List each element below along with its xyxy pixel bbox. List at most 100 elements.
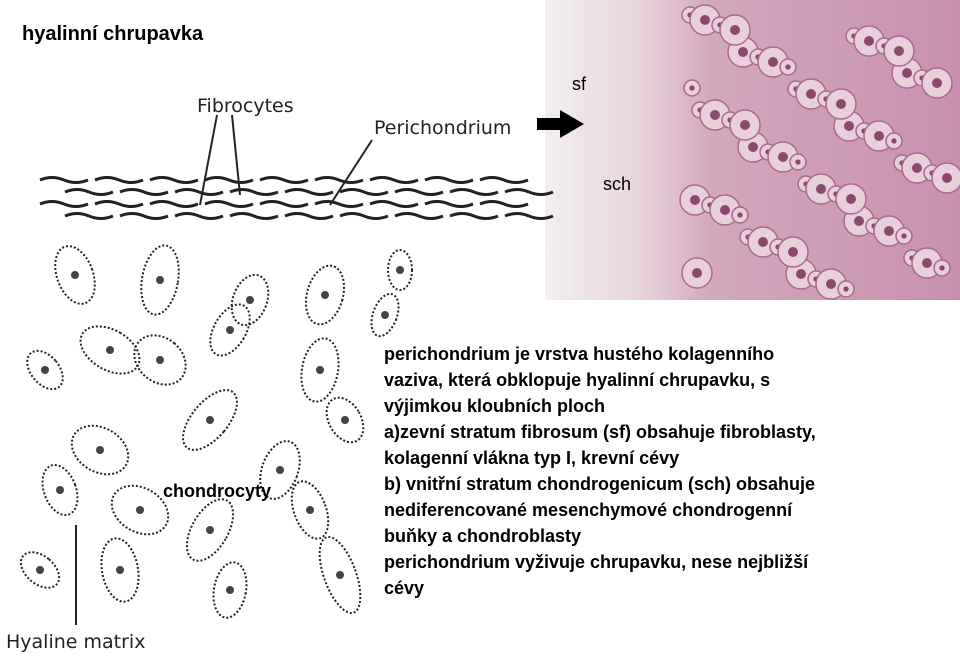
fibrocyte <box>94 176 144 184</box>
cell-nucleus <box>922 258 932 268</box>
text-line: buňky a chondroblasty <box>384 526 581 546</box>
text-line: výjimkou kloubních ploch <box>384 396 605 416</box>
nucleus <box>276 466 284 474</box>
cell-nucleus <box>939 265 945 271</box>
nucleus <box>306 506 314 514</box>
fibrocyte <box>479 200 529 208</box>
fibrocyte <box>284 188 334 196</box>
fibrocyte <box>424 200 474 208</box>
fibrocyte <box>284 212 334 220</box>
label-perichondrium: Perichondrium <box>374 117 511 139</box>
fibrocyte <box>479 176 529 184</box>
cell-nucleus <box>758 237 768 247</box>
fibrocyte <box>394 212 444 220</box>
label-fibrocytes: Fibrocytes <box>197 95 294 117</box>
cell-nucleus <box>843 286 849 292</box>
text-line: a)zevní stratum fibrosum (sf) obsahuje f… <box>384 422 816 442</box>
fibrocyte <box>504 188 554 196</box>
fibrocyte <box>314 200 364 208</box>
fibrocyte <box>259 200 309 208</box>
text-line: perichondrium vyživuje chrupavku, nese n… <box>384 552 809 572</box>
cell-nucleus <box>795 159 801 165</box>
text-line: perichondrium je vrstva hustého kolagenn… <box>384 344 774 364</box>
cell-nucleus <box>854 216 864 226</box>
chondrocyte <box>230 273 270 327</box>
cell-nucleus <box>891 138 897 144</box>
cell-nucleus <box>737 212 743 218</box>
fibrocyte <box>149 200 199 208</box>
chondrocyte <box>54 245 96 305</box>
fibrocyte <box>174 188 224 196</box>
cell-nucleus <box>689 85 695 91</box>
description: perichondrium je vrstva hustého kolagenn… <box>384 344 816 598</box>
chondrocyte <box>19 551 61 589</box>
cell-nucleus <box>768 57 778 67</box>
fibrocyte <box>94 200 144 208</box>
cell-nucleus <box>816 184 826 194</box>
nucleus <box>206 526 214 534</box>
chondrocyte <box>110 484 170 536</box>
cell-nucleus <box>748 142 758 152</box>
cell-nucleus <box>738 47 748 57</box>
label-matrix: Hyaline matrix <box>6 631 145 653</box>
fibrocyte <box>229 212 279 220</box>
cell-nucleus <box>710 110 720 120</box>
cell-nucleus <box>700 15 710 25</box>
text-line: cévy <box>384 578 424 598</box>
fibrocyte <box>119 212 169 220</box>
fibrocyte <box>39 200 89 208</box>
fibrocyte <box>259 176 309 184</box>
fibrocyte <box>369 176 419 184</box>
title: hyalinní chrupavka <box>22 23 204 45</box>
chondrocyte <box>290 480 330 540</box>
cell-nucleus <box>901 233 907 239</box>
cell-nucleus <box>806 89 816 99</box>
cell-nucleus <box>788 247 798 257</box>
chondrocyte <box>140 244 180 316</box>
fibrocyte <box>394 188 444 196</box>
nucleus <box>396 266 404 274</box>
chondrocyte <box>325 396 365 444</box>
fibrocyte <box>64 212 114 220</box>
cell-nucleus <box>826 279 836 289</box>
label-sf: sf <box>572 74 587 94</box>
nucleus <box>106 346 114 354</box>
photo-cells <box>679 4 960 300</box>
nucleus <box>156 276 164 284</box>
nucleus <box>56 486 64 494</box>
nucleus <box>381 311 389 319</box>
chondrocyte <box>209 303 251 357</box>
nucleus <box>341 416 349 424</box>
cell-nucleus <box>730 25 740 35</box>
fibrocyte <box>119 188 169 196</box>
nucleus <box>316 366 324 374</box>
fibrocyte <box>369 200 419 208</box>
nucleus <box>36 566 44 574</box>
arrow <box>537 110 584 138</box>
pointer-line <box>329 139 373 206</box>
chondrocyte <box>70 424 130 476</box>
cell-nucleus <box>720 205 730 215</box>
nucleus <box>336 571 344 579</box>
nucleus <box>226 326 234 334</box>
cell-nucleus <box>690 195 700 205</box>
cell-nucleus <box>844 121 854 131</box>
chondrocyte <box>370 292 400 338</box>
fibrocyte <box>174 212 224 220</box>
text-line: vaziva, která obklopuje hyalinní chrupav… <box>384 370 770 390</box>
cell-nucleus <box>778 152 788 162</box>
pointer-line <box>231 114 241 196</box>
cell-nucleus <box>796 269 806 279</box>
fibrocyte <box>449 212 499 220</box>
fibrocyte <box>339 188 389 196</box>
fibrocyte <box>449 188 499 196</box>
nucleus <box>71 271 79 279</box>
nucleus <box>96 446 104 454</box>
fibrocyte <box>314 176 364 184</box>
fibrocyte <box>149 176 199 184</box>
fibrocyte <box>229 188 279 196</box>
chondrocyte <box>300 337 340 403</box>
nucleus <box>206 416 214 424</box>
cell-nucleus <box>932 78 942 88</box>
